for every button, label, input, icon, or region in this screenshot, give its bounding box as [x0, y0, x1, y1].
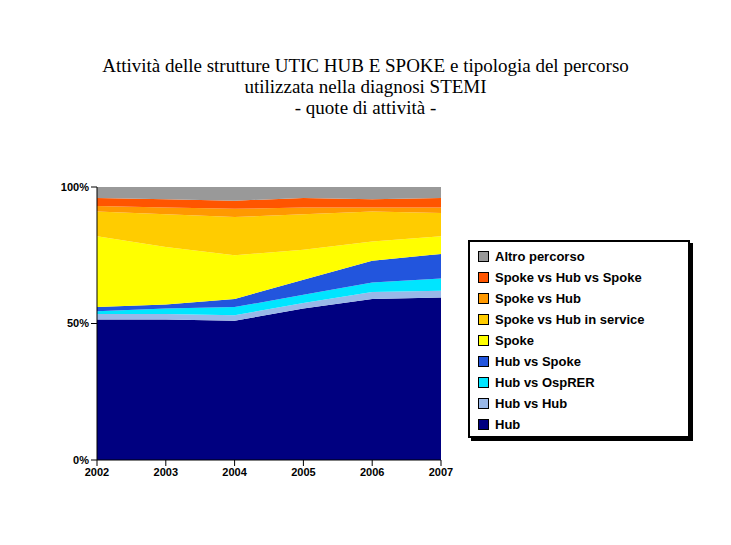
svg-text:2003: 2003: [154, 466, 178, 478]
svg-text:2007: 2007: [429, 466, 453, 478]
svg-text:2002: 2002: [85, 466, 109, 478]
html-text:Hub vs OspRER: Hub vs OspRER: [495, 375, 595, 390]
html-text:Spoke vs Hub in service: Spoke vs Hub in service: [495, 312, 645, 327]
svg-text:2004: 2004: [222, 466, 247, 478]
html-text:Attività delle strutture UTIC: Attività delle strutture UTIC HUB E SPOK…: [102, 55, 629, 76]
svg-text:0%: 0%: [73, 454, 89, 466]
html-text:utilizzata nella diagnosi STEM: utilizzata nella diagnosi STEMI: [244, 76, 487, 97]
html-text:Hub vs Hub: Hub vs Hub: [495, 396, 568, 411]
svg-text:50%: 50%: [67, 317, 89, 329]
svg-text:2005: 2005: [291, 466, 315, 478]
html-text:- quote di attività -: - quote di attività -: [294, 97, 437, 118]
html-text:Altro percorso: Altro percorso: [495, 249, 585, 264]
html-text:Hub: Hub: [495, 417, 521, 432]
html-text:Spoke: Spoke: [495, 333, 534, 348]
svg-text:100%: 100%: [61, 181, 89, 193]
html-text:Hub vs Spoke: Hub vs Spoke: [495, 354, 581, 369]
html-text:Spoke vs Hub: Spoke vs Hub: [495, 291, 581, 306]
svg-text:2006: 2006: [360, 466, 384, 478]
html-text:Spoke vs Hub vs Spoke: Spoke vs Hub vs Spoke: [495, 270, 642, 285]
